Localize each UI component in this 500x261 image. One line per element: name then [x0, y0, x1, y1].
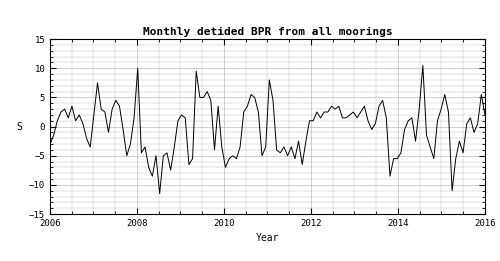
Text: S: S — [16, 122, 22, 132]
X-axis label: Year: Year — [256, 233, 279, 244]
Title: Monthly detided BPR from all moorings: Monthly detided BPR from all moorings — [142, 27, 392, 37]
